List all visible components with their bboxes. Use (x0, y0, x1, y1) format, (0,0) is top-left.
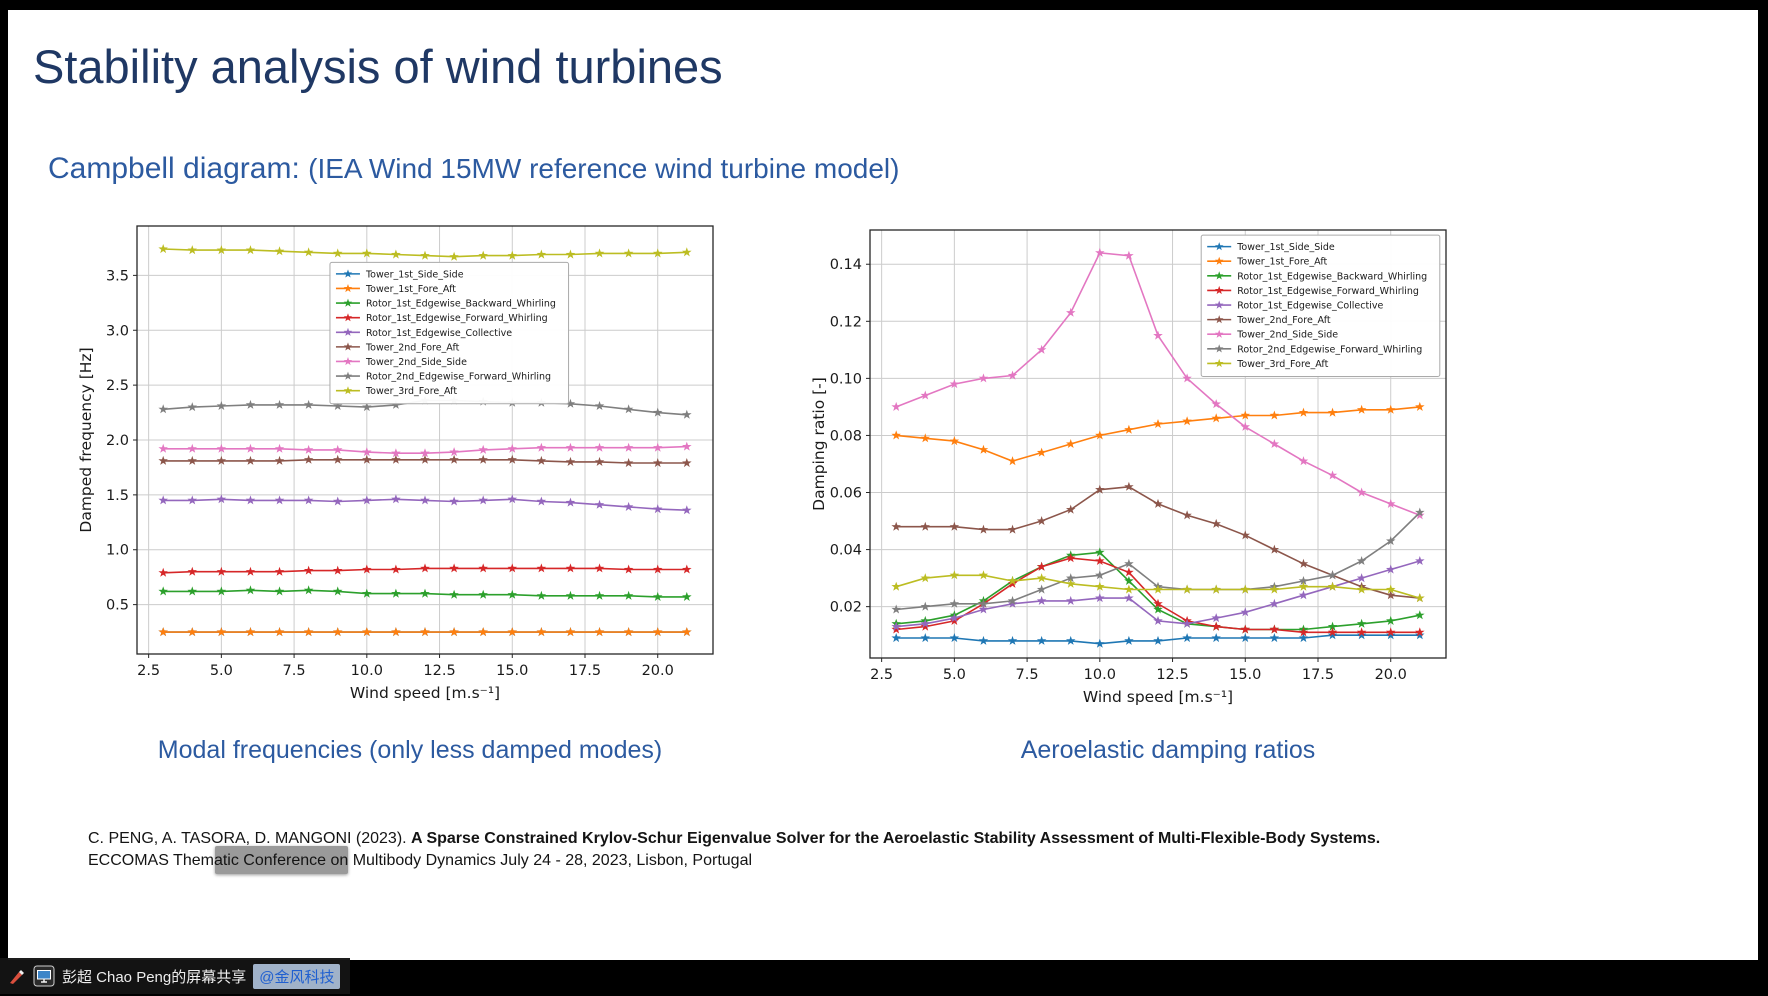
svg-text:Rotor_1st_Edgewise_Backward_Wh: Rotor_1st_Edgewise_Backward_Whirling (366, 299, 556, 310)
svg-text:Tower_2nd_Side_Side: Tower_2nd_Side_Side (1236, 330, 1338, 341)
x-axis-label: Wind speed [m.s⁻¹] (1083, 688, 1233, 706)
citation-suffix: ECCOMAS Thematic Conference on Multibody… (88, 851, 753, 869)
svg-text:7.5: 7.5 (283, 663, 306, 679)
subtitle-main: Campbell diagram: (48, 152, 309, 185)
legend: Tower_1st_Side_Side Tower_1st_Fore_Aft Rot… (1200, 234, 1441, 378)
citation: C. PENG, A. TASORA, D. MANGONI (2023). A… (88, 828, 1448, 871)
y-ticks: 0.02 0.04 0.06 0.08 0.10 0.12 0.14 (830, 257, 870, 616)
svg-text:Rotor_2nd_Edgewise_Forward_Whi: Rotor_2nd_Edgewise_Forward_Whirling (1237, 344, 1422, 355)
axes-frame (869, 229, 1447, 659)
caption-damping-ratios: Aeroelastic damping ratios (1020, 736, 1316, 764)
chart-svg: 2.5 5.0 7.5 10.0 12.5 15.0 17.5 20.0 0.5 1.0 1.5 2.… (77, 225, 714, 702)
svg-text:Rotor_1st_Edgewise_Collective: Rotor_1st_Edgewise_Collective (366, 328, 512, 339)
legend: Tower_1st_Side_Side Tower_1st_Fore_Aft Rot… (329, 261, 570, 405)
screen-share-icon[interactable] (33, 965, 55, 987)
svg-text:Tower_1st_Fore_Aft: Tower_1st_Fore_Aft (1236, 257, 1327, 268)
svg-text:0.5: 0.5 (106, 598, 129, 614)
page-title: Stability analysis of wind turbines (33, 40, 723, 93)
svg-text:17.5: 17.5 (569, 663, 601, 679)
svg-text:0.06: 0.06 (830, 486, 862, 502)
citation-title: A Sparse Constrained Krylov-Schur Eigenv… (411, 830, 1381, 847)
citation-prefix: C. PENG, A. TASORA, D. MANGONI (2023). (88, 830, 412, 847)
svg-text:15.0: 15.0 (1229, 667, 1261, 683)
svg-text:2.0: 2.0 (106, 433, 129, 449)
svg-text:7.5: 7.5 (1016, 667, 1039, 683)
svg-text:Tower_2nd_Fore_Aft: Tower_2nd_Fore_Aft (365, 342, 460, 353)
series (891, 247, 1425, 648)
svg-text:Rotor_1st_Edgewise_Forward_Whi: Rotor_1st_Edgewise_Forward_Whirling (1237, 286, 1419, 297)
share-text: 彭超 Chao Peng的屏幕共享 (62, 968, 247, 986)
svg-text:0.12: 0.12 (830, 314, 862, 330)
slide: Stability analysis of wind turbines Camp… (8, 10, 1758, 960)
svg-text:Tower_2nd_Fore_Aft: Tower_2nd_Fore_Aft (1236, 315, 1331, 326)
svg-text:15.0: 15.0 (496, 663, 528, 679)
svg-text:0.02: 0.02 (830, 600, 862, 616)
svg-text:2.5: 2.5 (137, 663, 160, 679)
svg-text:Tower_1st_Fore_Aft: Tower_1st_Fore_Aft (365, 284, 456, 295)
y-axis-label: Damping ratio [-] (810, 377, 828, 511)
svg-text:Rotor_1st_Edgewise_Collective: Rotor_1st_Edgewise_Collective (1237, 301, 1383, 312)
screen-share-bar: 彭超 Chao Peng的屏幕共享 @金风科技 (0, 958, 350, 994)
y-ticks: 0.5 1.0 1.5 2.0 2.5 3.0 3.5 (106, 268, 137, 614)
svg-text:2.5: 2.5 (870, 667, 893, 683)
x-ticks: 2.5 5.0 7.5 10.0 12.5 15.0 17.5 20.0 (137, 654, 674, 679)
svg-text:Rotor_2nd_Edgewise_Forward_Whi: Rotor_2nd_Edgewise_Forward_Whirling (366, 372, 551, 383)
svg-text:Tower_1st_Side_Side: Tower_1st_Side_Side (1236, 242, 1335, 253)
svg-text:20.0: 20.0 (642, 663, 674, 679)
chart-svg: 2.5 5.0 7.5 10.0 12.5 15.0 17.5 20.00.020.040.0… (810, 229, 1447, 706)
svg-text:10.0: 10.0 (1084, 667, 1116, 683)
y-axis-label: Damped frequency [Hz] (77, 347, 95, 532)
svg-text:1.0: 1.0 (106, 543, 129, 559)
svg-text:12.5: 12.5 (423, 663, 455, 679)
svg-text:3.0: 3.0 (106, 323, 129, 339)
svg-text:Tower_3rd_Fore_Aft: Tower_3rd_Fore_Aft (1236, 359, 1328, 370)
svg-text:0.10: 0.10 (830, 371, 862, 387)
svg-text:2.5: 2.5 (106, 378, 129, 394)
svg-text:Tower_2nd_Side_Side: Tower_2nd_Side_Side (365, 357, 467, 368)
overlay-artifact (215, 846, 348, 874)
svg-text:10.0: 10.0 (351, 663, 383, 679)
svg-text:1.5: 1.5 (106, 488, 129, 504)
subtitle: Campbell diagram: (IEA Wind 15MW referen… (48, 152, 899, 186)
x-ticks: 2.5 5.0 7.5 10.0 12.5 15.0 17.5 20.0 (870, 658, 1407, 683)
svg-text:0.04: 0.04 (830, 543, 862, 559)
damping-ratio-chart: 2.5 5.0 7.5 10.0 12.5 15.0 17.5 20.0 0.02 0.04 0.0… (808, 222, 1458, 722)
svg-text:Tower_1st_Side_Side: Tower_1st_Side_Side (365, 269, 464, 280)
svg-text:Rotor_1st_Edgewise_Backward_Wh: Rotor_1st_Edgewise_Backward_Whirling (1237, 271, 1427, 282)
caption-modal-frequencies: Modal frequencies (only less damped mode… (157, 736, 663, 764)
x-axis-label: Wind speed [m.s⁻¹] (350, 684, 500, 702)
share-badge: @金风科技 (253, 963, 341, 989)
svg-text:5.0: 5.0 (943, 667, 966, 683)
campbell-frequency-chart: 2.5 5.0 7.5 10.0 12.5 15.0 17.5 20.0 0.5 1.0 1.5 2.… (75, 218, 725, 718)
svg-text:17.5: 17.5 (1302, 667, 1334, 683)
svg-text:Rotor_1st_Edgewise_Forward_Whi: Rotor_1st_Edgewise_Forward_Whirling (366, 313, 548, 324)
svg-text:3.5: 3.5 (106, 268, 129, 284)
svg-text:0.08: 0.08 (830, 428, 862, 444)
svg-text:0.14: 0.14 (830, 257, 862, 273)
svg-text:12.5: 12.5 (1156, 667, 1188, 683)
svg-text:5.0: 5.0 (210, 663, 233, 679)
svg-text:Tower_3rd_Fore_Aft: Tower_3rd_Fore_Aft (365, 386, 457, 397)
subtitle-detail: (IEA Wind 15MW reference wind turbine mo… (308, 153, 900, 184)
svg-text:20.0: 20.0 (1375, 667, 1407, 683)
brush-icon[interactable] (8, 967, 26, 985)
